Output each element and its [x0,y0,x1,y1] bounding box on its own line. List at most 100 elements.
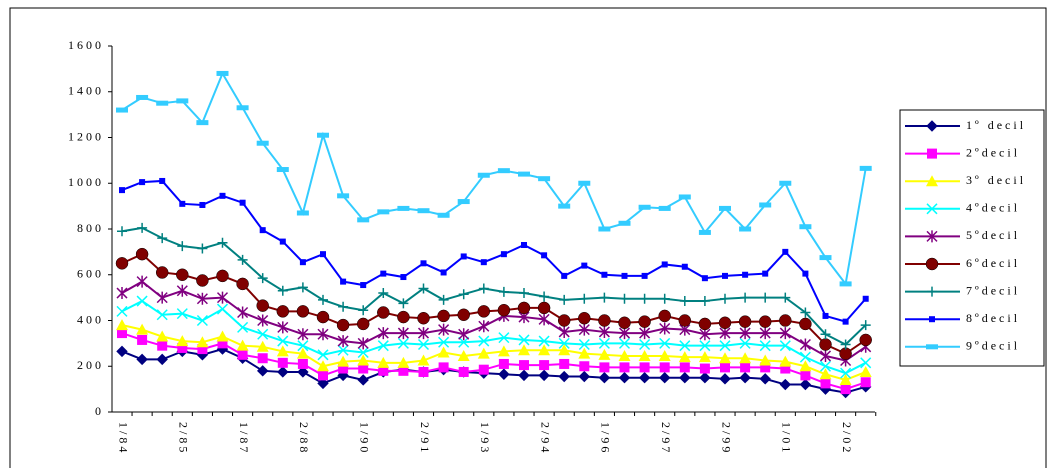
marker [518,369,530,382]
marker [156,100,169,106]
chart-frame [9,7,1047,468]
series-line [121,226,867,346]
marker [618,349,631,361]
marker [438,336,450,348]
marker [297,340,309,352]
y-tick-label: 1200 [68,129,104,143]
marker [360,282,367,289]
x-tick-label: 1/93 [478,422,492,455]
marker [357,217,370,223]
y-tick-label: 800 [77,221,104,235]
marker [598,371,611,384]
marker [116,319,128,331]
marker [799,360,812,372]
marker [698,351,711,363]
marker [116,107,128,113]
marker [418,366,429,377]
marker [417,327,430,340]
marker [219,192,226,199]
marker [156,353,168,366]
marker [638,204,651,210]
y-tick-label: 1000 [68,175,104,189]
x-tick-label: 1/01 [780,422,794,455]
marker [820,329,831,340]
marker [116,345,128,358]
marker [317,132,329,138]
marker [296,210,309,216]
marker [679,296,690,307]
marker [819,349,832,362]
marker [659,322,671,335]
marker [839,281,852,287]
marker [598,226,611,232]
marker [779,180,792,186]
marker [538,335,550,347]
marker [176,268,189,281]
marker [340,278,347,285]
marker [537,301,551,315]
x-tick-label: 2/85 [177,422,191,455]
marker [337,193,350,199]
marker [259,227,266,234]
series-line [121,299,867,375]
marker [699,340,711,352]
marker [398,365,409,376]
marker [539,291,550,302]
marker [559,358,570,369]
marker [196,336,209,348]
marker [759,373,771,385]
marker [929,316,935,323]
marker [477,305,491,318]
marker [437,309,450,323]
marker [136,275,148,288]
y-tick-label: 400 [77,312,104,326]
marker [196,314,208,327]
marker [740,362,751,373]
marker [497,168,510,174]
marker [216,291,229,304]
marker [397,205,410,211]
marker [299,259,306,266]
marker [256,299,269,312]
marker [237,349,248,360]
marker [377,209,390,215]
x-tick-label: 2/99 [719,422,733,455]
marker [740,292,751,303]
marker [437,212,450,218]
marker [842,318,849,325]
marker [196,274,209,287]
marker [699,296,710,307]
marker [136,94,149,100]
marker [217,338,228,349]
marker [257,273,268,284]
marker [679,371,691,384]
marker [336,318,350,332]
marker [199,201,206,208]
marker [277,357,288,368]
marker [417,311,430,325]
marker [216,70,229,76]
marker [739,327,751,340]
marker [296,305,310,318]
marker [276,305,290,318]
marker [558,325,570,338]
marker [759,327,771,340]
marker [719,205,731,211]
marker [859,165,872,171]
marker [699,363,710,374]
marker [176,335,189,347]
marker [156,330,169,342]
marker [840,339,851,350]
marker [119,187,125,194]
marker [719,373,731,385]
marker [681,263,688,270]
marker [497,345,510,357]
marker [840,384,851,395]
marker [578,180,591,186]
marker [136,323,149,335]
marker [497,303,511,317]
marker [420,260,427,267]
marker [176,284,188,297]
marker [722,272,728,279]
marker [759,202,772,208]
